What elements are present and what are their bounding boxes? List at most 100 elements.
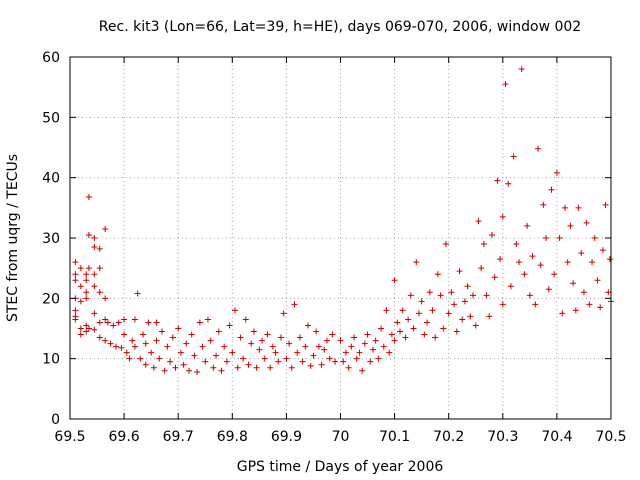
data-point [85, 193, 92, 200]
y-tick-label: 40 [42, 171, 60, 187]
data-point [180, 361, 187, 368]
data-point [369, 346, 376, 353]
data-point [329, 331, 336, 338]
data-point [361, 340, 368, 347]
data-point [240, 355, 247, 362]
data-point [307, 362, 314, 369]
x-tick-label: 70.1 [379, 429, 410, 445]
data-point [580, 289, 587, 296]
data-point [194, 368, 201, 375]
data-point [326, 355, 333, 362]
data-point [96, 334, 103, 341]
data-points [72, 66, 614, 375]
data-point [277, 334, 284, 341]
data-point [286, 340, 293, 347]
data-point [299, 358, 306, 365]
x-tick-label: 70.4 [541, 429, 572, 445]
data-point [461, 298, 468, 305]
data-point [77, 265, 84, 272]
data-point [405, 316, 412, 323]
data-point [378, 325, 385, 332]
data-point [407, 292, 414, 299]
data-point [472, 322, 479, 329]
data-point [372, 337, 379, 344]
grid [70, 57, 611, 419]
data-point [470, 292, 477, 299]
data-point [548, 186, 555, 193]
data-point [142, 361, 149, 368]
data-point [102, 316, 109, 323]
data-point [186, 367, 193, 374]
data-point [591, 235, 598, 241]
data-point [572, 307, 579, 314]
data-point [140, 331, 147, 338]
data-point [142, 340, 149, 347]
data-point [102, 337, 109, 344]
data-point [102, 225, 109, 232]
data-point [562, 204, 569, 211]
data-point [72, 271, 79, 278]
data-point [305, 322, 312, 329]
data-point [158, 328, 165, 335]
data-point [543, 235, 550, 241]
data-point [232, 307, 239, 314]
data-point [491, 274, 498, 281]
data-point [323, 337, 330, 344]
data-point [91, 326, 98, 333]
data-point [91, 283, 98, 290]
data-point [221, 343, 228, 350]
data-point [310, 352, 317, 359]
data-point [480, 241, 487, 248]
data-point [342, 349, 349, 356]
data-point [321, 346, 328, 353]
data-point [248, 340, 255, 347]
data-point [183, 340, 190, 347]
y-tick-label: 50 [42, 110, 60, 126]
data-point [72, 316, 79, 323]
axis-ticks [69, 56, 612, 420]
data-point [383, 307, 390, 314]
data-point [589, 259, 596, 266]
data-point [467, 313, 474, 320]
data-point [556, 235, 563, 241]
data-point [112, 343, 119, 350]
data-point [518, 66, 525, 73]
data-point [129, 337, 136, 344]
data-point [202, 358, 209, 365]
data-point [597, 304, 604, 311]
data-point [153, 319, 160, 326]
data-point [380, 343, 387, 350]
data-point [207, 337, 214, 344]
data-point [83, 289, 90, 296]
data-point [564, 259, 571, 266]
data-point [540, 201, 547, 208]
data-point [167, 358, 174, 365]
data-point [432, 334, 439, 341]
data-point [353, 355, 360, 362]
data-point [72, 259, 79, 266]
data-point [77, 298, 84, 305]
data-point [291, 301, 298, 308]
data-point [267, 364, 274, 371]
data-point [156, 355, 163, 362]
data-point [356, 349, 363, 356]
data-point [83, 271, 90, 278]
data-point [410, 325, 417, 332]
data-point [288, 364, 295, 371]
data-point [148, 349, 155, 356]
data-point [83, 328, 90, 335]
data-point [272, 349, 279, 356]
data-point [188, 331, 195, 338]
data-point [340, 358, 347, 365]
data-point [516, 259, 523, 266]
data-point [150, 364, 157, 371]
data-point [223, 358, 230, 365]
chart-title: Rec. kit3 (Lon=66, Lat=39, h=HE), days 0… [99, 19, 581, 35]
data-point [437, 292, 444, 299]
x-tick-label: 69.6 [109, 429, 140, 445]
data-point [394, 319, 401, 326]
data-point [578, 250, 585, 257]
data-point [121, 331, 128, 338]
data-point [210, 364, 217, 371]
data-point [599, 247, 606, 254]
